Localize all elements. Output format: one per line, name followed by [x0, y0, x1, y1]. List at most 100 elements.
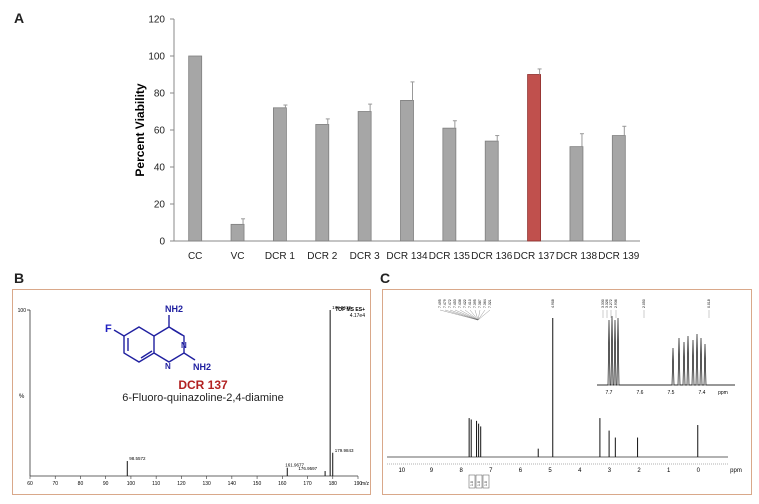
ms-x-tick-label: 160	[278, 481, 287, 487]
x-tick-label: DCR 138	[556, 251, 598, 262]
double-bond	[140, 350, 153, 359]
fluorine-bond	[113, 329, 125, 337]
ms-y-tick-label: 100	[18, 308, 27, 314]
bar	[273, 107, 287, 242]
nmr-spectrum	[387, 318, 728, 458]
amine-top-atom: NH2	[165, 304, 183, 314]
integral-value: 1.0	[484, 481, 488, 486]
inset-x-tick-label: ppm	[718, 390, 728, 396]
y-axis-label: Percent Viability	[133, 83, 147, 176]
bar	[527, 74, 541, 242]
nmr-spectrum-panel: 7.495 7.479 7.472 7.453 7.438 7.422 7.410 7.395…	[382, 289, 752, 495]
nmr-peak-label: 7.395	[473, 299, 477, 308]
ms-x-tick-label: 150	[253, 481, 262, 487]
nmr-peak-label: 4.908	[551, 299, 555, 308]
nmr-x-tick-label: 1	[667, 468, 671, 474]
molecule-full-name: 6-Fluoro-quinazoline-2,4-diamine	[122, 392, 284, 404]
amine-bond-right	[183, 352, 196, 361]
ms-x-tick-label: 130	[202, 481, 211, 487]
nmr-x-tick-label: 6	[519, 468, 523, 474]
x-tick-label: DCR 2	[307, 251, 337, 262]
nmr-spectrum-chart: 7.495 7.479 7.472 7.453 7.438 7.422 7.410 7.395…	[387, 299, 742, 489]
ms-x-unit: m/z	[361, 481, 370, 487]
x-tick-labels: CC VC DCR 1 DCR 2 DCR 3 DCR 134 DCR 135 DCR 136…	[188, 251, 640, 262]
nmr-x-tick-label: 0	[697, 468, 701, 474]
viability-bar-chart: 0 20 40 60 80 100 120 CC VC DCR 1 DCR 2 DCR 3 DCR 1…	[133, 15, 640, 262]
double-bond	[171, 328, 183, 336]
nmr-label-leader	[464, 309, 479, 321]
inset-x-tick-label: 7.6	[637, 390, 644, 396]
ms-x-tick-label: 170	[303, 481, 312, 487]
bar	[230, 223, 245, 242]
ms-peak-label: 161.9677	[285, 463, 304, 468]
bar-series	[188, 55, 627, 242]
nmr-label-leader	[454, 309, 479, 321]
ms-x-tick-label: 70	[52, 481, 58, 487]
nmr-peak-label: 3.330	[601, 299, 605, 308]
ms-title: TOF MS ES+	[335, 307, 365, 313]
integral-value: 1.0	[470, 481, 474, 486]
y-tick-label: 100	[148, 52, 165, 63]
nmr-label-leader	[474, 309, 479, 321]
ms-axes: 100 60 70 80 90 100 110 120 130 140 150 160 170 180 19…	[18, 308, 370, 487]
panel-label-c: C	[380, 270, 391, 286]
pyrimidine-ring	[153, 326, 185, 363]
ms-x-tick-label: 110	[152, 481, 160, 487]
ms-x-tick-label: 120	[177, 481, 186, 487]
bar	[611, 135, 626, 242]
bar	[484, 140, 499, 242]
nmr-peak-label: 2.936	[614, 299, 618, 308]
ms-subtitle: 4.17e4	[350, 313, 366, 319]
nmr-peak-label: 7.387	[478, 299, 482, 308]
ms-peak-label: 98.5572	[129, 456, 146, 461]
bar	[442, 127, 457, 242]
nmr-peak-label: 0.018	[707, 299, 711, 308]
nmr-label-leader	[477, 309, 481, 321]
inset-spectrum	[597, 315, 735, 386]
x-tick-label: DCR 3	[350, 251, 380, 262]
y-tick-label: 0	[159, 237, 165, 248]
y-tick-label: 60	[154, 126, 166, 137]
integral-box	[468, 474, 476, 489]
integral-box	[475, 474, 483, 489]
molecule-structure	[113, 315, 196, 363]
ms-peak-label: 178.9610	[332, 305, 351, 310]
nmr-label-leader	[469, 309, 479, 321]
nmr-label-leader	[439, 309, 479, 321]
integral-box	[482, 474, 490, 489]
ms-x-tick-label: 140	[228, 481, 237, 487]
ms-peak-label: 179.9843	[335, 448, 354, 453]
nmr-label-leader	[477, 309, 491, 321]
nmr-inset: 7.7 7.6 7.5 7.4 ppm	[597, 315, 735, 396]
x-tick-label: VC	[231, 251, 245, 262]
x-tick-label: DCR 134	[386, 251, 428, 262]
ms-x-tick-label: 180	[329, 481, 338, 487]
ms-x-tick-label: 100	[127, 481, 136, 487]
molecule-name: DCR 137	[178, 378, 228, 392]
x-tick-label: DCR 136	[471, 251, 513, 262]
ms-x-tick-label: 90	[103, 481, 109, 487]
nmr-x-tick-label: 8	[459, 468, 463, 474]
y-axis: 0 20 40 60 80 100 120	[148, 15, 640, 248]
bar	[357, 111, 372, 242]
x-tick-label: DCR 137	[514, 251, 556, 262]
fluorine-atom: F	[105, 323, 112, 335]
nmr-label-leader	[449, 309, 479, 321]
molecule-caption: DCR 137 6-Fluoro-quinazoline-2,4-diamine	[103, 378, 303, 404]
nmr-peak-label: 7.321	[488, 299, 492, 308]
bar	[569, 146, 584, 242]
ring-nitrogen-1: N	[165, 362, 171, 371]
nmr-peak-label: 7.472	[448, 299, 452, 308]
nmr-x-tick-label: 7	[489, 468, 493, 474]
x-tick-label: CC	[188, 251, 202, 262]
y-tick-label: 120	[148, 15, 165, 26]
nmr-label-leader	[477, 309, 486, 321]
ms-peak-label: 176.9597	[298, 466, 317, 471]
nmr-peak-label: 7.438	[458, 299, 462, 308]
inset-x-tick-label: 7.4	[699, 390, 706, 396]
bar	[315, 124, 330, 242]
nmr-x-axis: 10 9 8 7 6 5 4 3 2 1 0 ppm	[387, 463, 742, 474]
inset-x-tick-label: 7.7	[606, 390, 613, 396]
y-tick-label: 80	[154, 89, 166, 100]
nmr-label-leader	[444, 309, 479, 321]
